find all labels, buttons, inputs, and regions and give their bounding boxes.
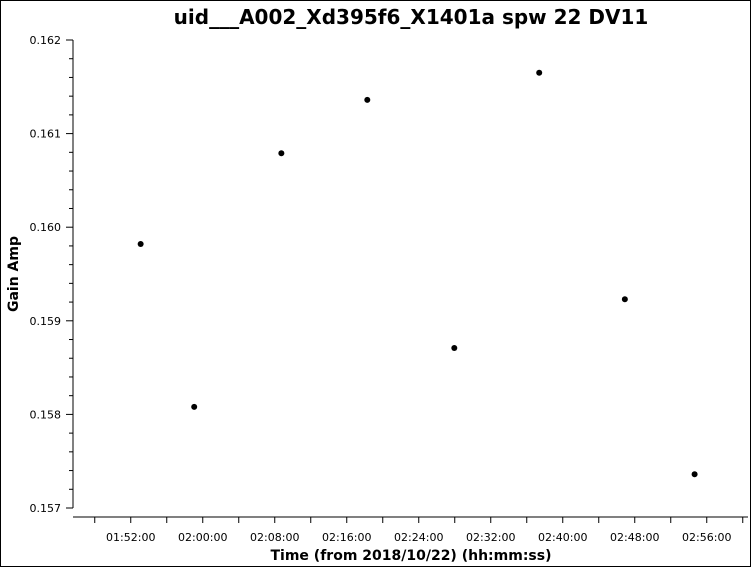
data-point [621,296,628,303]
x-tick-label: 02:24:00 [394,531,443,544]
x-tick-label: 01:52:00 [106,531,155,544]
data-point [451,344,458,351]
data-point [278,150,285,157]
y-tick-label: 0.161 [30,128,62,141]
x-tick-label: 02:48:00 [610,531,659,544]
y-axis-ticks: 0.157 0.158 0.159 0.160 0.161 0.162 [30,34,73,515]
x-axis-ticks: 01:52:00 02:00:00 02:08:00 02:16:00 02:24:00… [94,517,744,544]
data-points [137,69,698,478]
x-tick-label: 02:08:00 [250,531,299,544]
data-point [691,471,698,478]
x-tick-label: 02:56:00 [682,531,731,544]
y-axis-label: Gain Amp [6,236,22,312]
x-tick-label: 02:40:00 [538,531,587,544]
x-tick-label: 02:32:00 [466,531,515,544]
y-tick-label: 0.162 [30,34,62,47]
data-point [536,69,543,76]
x-tick-label: 02:00:00 [178,531,227,544]
data-point [364,96,371,103]
x-axis-label: Time (from 2018/10/22) (hh:mm:ss) [271,548,552,564]
data-point [137,241,144,248]
chart-title: uid___A002_Xd395f6_X1401a spw 22 DV11 [174,5,649,29]
data-point [191,403,198,410]
y-tick-label: 0.160 [30,221,62,234]
y-tick-label: 0.159 [30,315,62,328]
y-tick-label: 0.158 [30,408,62,421]
y-tick-label: 0.157 [30,502,62,515]
x-tick-label: 02:16:00 [322,531,371,544]
